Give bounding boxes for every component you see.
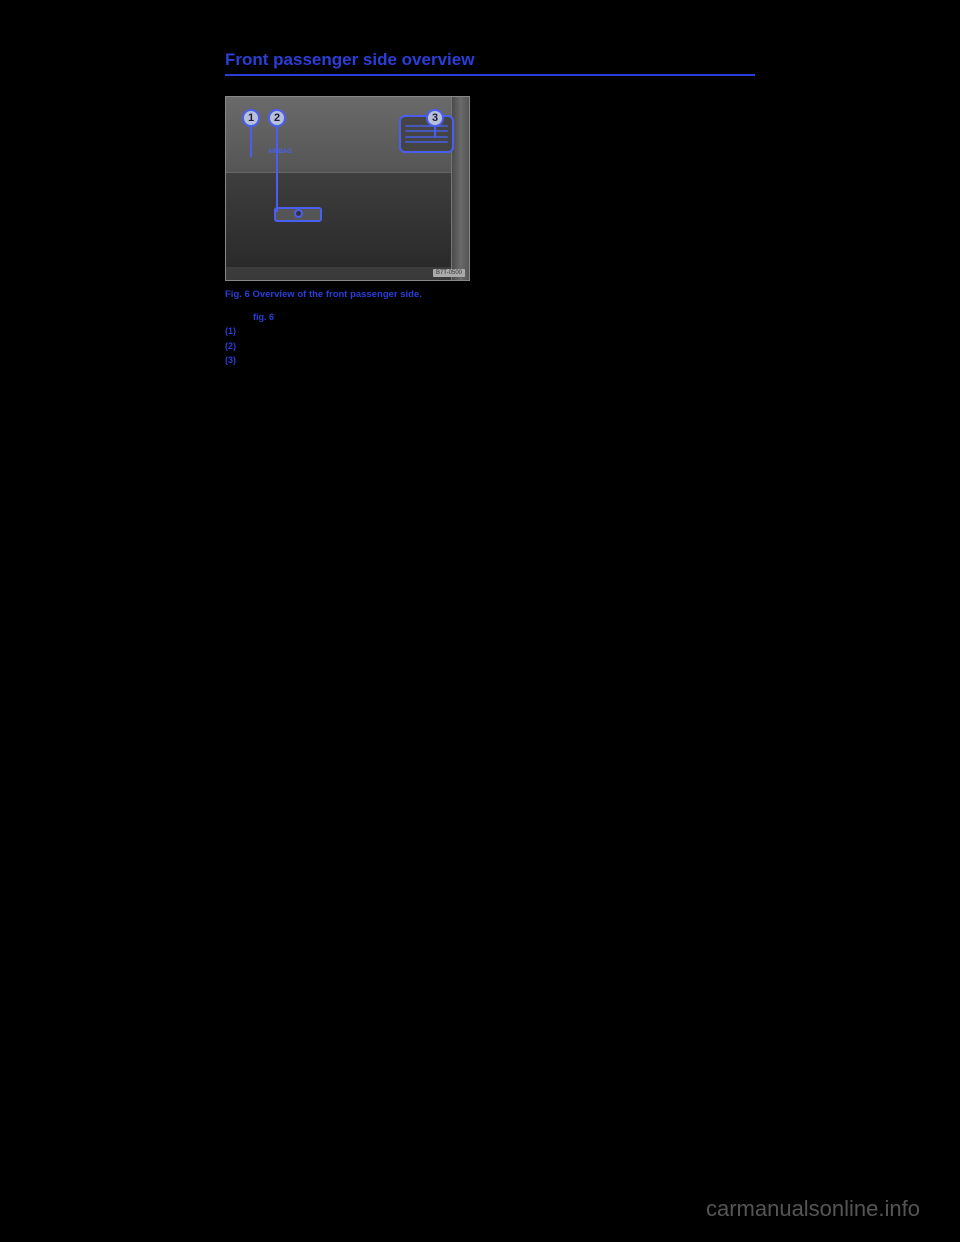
figure-image: AIRBAG 1 2 3 B7T-0500 bbox=[225, 96, 470, 281]
vent-slat bbox=[405, 141, 448, 143]
key-item: (2) Lockable glove compartment bbox=[225, 340, 755, 354]
key-intro-prefix: Key to bbox=[225, 312, 253, 322]
content-area: Front passenger side overview AIRBAG 1 2 bbox=[225, 50, 755, 369]
callout-line bbox=[434, 127, 436, 137]
key-intro-suffix: : bbox=[274, 312, 277, 322]
callout-2: 2 bbox=[268, 109, 286, 127]
callout-3: 3 bbox=[426, 109, 444, 127]
watermark: carmanualsonline.info bbox=[706, 1196, 920, 1222]
key-number: (2) bbox=[225, 340, 247, 354]
vent-slat bbox=[405, 130, 448, 132]
vent-slat bbox=[405, 125, 448, 127]
callout-line bbox=[250, 127, 252, 157]
vent-slat bbox=[405, 136, 448, 138]
key-list: (1) Location of front passenger front ai… bbox=[225, 325, 755, 368]
callout-1: 1 bbox=[242, 109, 260, 127]
key-item: (1) Location of front passenger front ai… bbox=[225, 325, 755, 339]
key-text: Lockable glove compartment bbox=[247, 340, 362, 354]
glovebox-panel bbox=[226, 172, 469, 267]
key-text: Air vent bbox=[247, 354, 278, 368]
figure-container: AIRBAG 1 2 3 B7T-0500 bbox=[225, 96, 470, 281]
key-item: (3) Air vent bbox=[225, 354, 755, 368]
page-title: Front passenger side overview bbox=[225, 50, 755, 70]
key-text: Location of front passenger front airbag… bbox=[247, 325, 498, 339]
key-intro: Key to fig. 6: bbox=[225, 312, 755, 322]
callout-line bbox=[276, 127, 278, 212]
key-number: (3) bbox=[225, 354, 247, 368]
airbag-label: AIRBAG bbox=[268, 149, 292, 155]
glovebox-lock-icon bbox=[294, 209, 303, 218]
title-underline bbox=[225, 74, 755, 76]
key-number: (1) bbox=[225, 325, 247, 339]
figure-reference: fig. 6 bbox=[253, 312, 274, 322]
figure-caption: Fig. 6 Overview of the front passenger s… bbox=[225, 289, 755, 300]
image-tag: B7T-0500 bbox=[433, 269, 465, 277]
